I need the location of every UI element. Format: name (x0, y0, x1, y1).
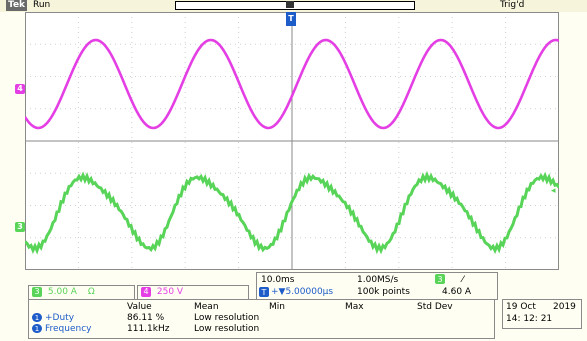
acquisition-state[interactable]: Run (33, 0, 51, 10)
record-view-bar[interactable] (175, 1, 415, 10)
measurement-chip: 1 (32, 324, 42, 333)
frequency-mean: Low resolution (194, 324, 260, 334)
ch3-coupling: Ω (87, 287, 95, 297)
frequency-value: 111.1kHz (127, 324, 170, 334)
time-scale: 10.0ms (261, 275, 295, 285)
measurement-row-frequency[interactable]: 1 Frequency (32, 324, 92, 335)
measurement-row-duty[interactable]: 1 +Duty (32, 313, 74, 324)
ch4-scale: 250 V (156, 287, 184, 297)
ch3-scale: 5.00 A (47, 287, 77, 297)
trigger-position-icon[interactable]: T (286, 12, 296, 26)
trigger-level: 4.60 A (442, 287, 472, 297)
record-position-marker[interactable] (286, 1, 294, 8)
datetime-readout: 19 Oct 2019 14: 12: 21 (502, 299, 582, 329)
trigger-slope-icon: ⁄ (462, 275, 464, 285)
measurement-chip: 1 (32, 313, 42, 322)
horizontal-delay: +▼5.00000μs (271, 287, 334, 297)
ch4-waveform (25, 38, 559, 130)
graticule (25, 12, 559, 270)
year: 2019 (553, 302, 576, 312)
brand-logo: Tek (6, 0, 28, 11)
duty-value: 86.11 % (127, 313, 165, 323)
col-mean: Mean (194, 302, 219, 312)
sample-rate: 1.00MS/s (357, 275, 399, 285)
measurement-name: Frequency (45, 324, 92, 334)
ch3-readout[interactable]: 3 5.00 A Ω (28, 285, 135, 300)
time: 14: 12: 21 (506, 314, 553, 324)
duty-mean: Low resolution (194, 313, 260, 323)
col-value: Value (127, 302, 152, 312)
waveform-display[interactable] (25, 12, 559, 270)
measurement-panel[interactable]: Value Mean Min Max Std Dev 1 +Duty 86.11 … (28, 299, 495, 339)
trigger-source-chip: 3 (435, 274, 445, 284)
ch4-ground-marker[interactable]: 4 (15, 84, 25, 94)
ch4-chip: 4 (141, 287, 151, 297)
date: 19 Oct (506, 302, 536, 312)
col-min: Min (269, 302, 285, 312)
col-std-dev: Std Dev (417, 302, 453, 312)
ch4-readout[interactable]: 4 250 V (137, 285, 249, 300)
col-max: Max (345, 302, 364, 312)
measurement-name: +Duty (45, 313, 75, 323)
timebase-readout[interactable]: 10.0ms 1.00MS/s 3 ⁄ T +▼5.00000μs 100k p… (256, 272, 498, 300)
record-length: 100k points (357, 287, 410, 297)
ch3-ground-marker[interactable]: 3 (15, 222, 25, 232)
trigger-status: Trig'd (500, 0, 525, 10)
delay-icon: T (259, 287, 269, 297)
trigger-level-arrow-icon[interactable]: ◂ (551, 186, 556, 196)
ch3-waveform (25, 170, 559, 255)
graticule-grid (25, 12, 559, 270)
status-bar: Tek Run Trig'd (0, 0, 587, 12)
ch3-chip: 3 (32, 287, 42, 297)
